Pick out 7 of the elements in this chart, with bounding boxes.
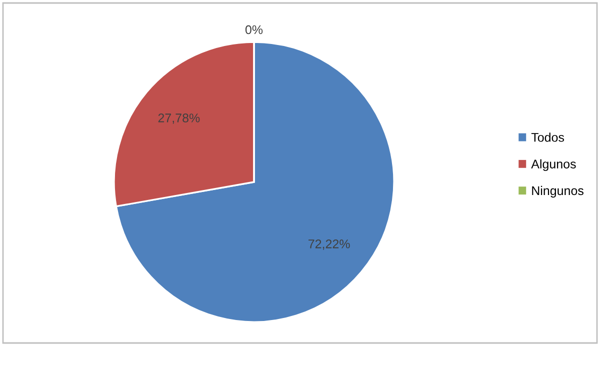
pie-slice [115, 41, 395, 323]
legend-label: Ningunos [532, 186, 584, 198]
legend-label: Todos [531, 132, 564, 142]
data-label: 72,22% [308, 239, 350, 250]
legend-label: Algunos [531, 159, 576, 171]
data-label: 27,78% [158, 114, 200, 124]
text: 0% [245, 25, 263, 34]
